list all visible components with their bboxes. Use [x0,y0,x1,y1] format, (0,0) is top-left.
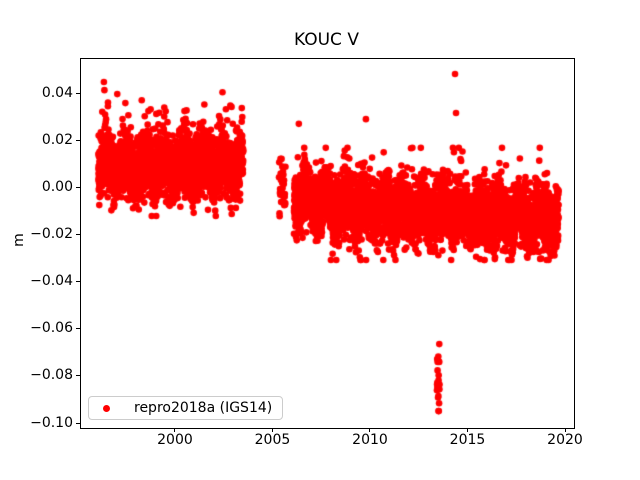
y-tick-label-−0.06: −0.06 [30,320,73,337]
y-tick-0.04 [76,93,80,95]
x-tick-label-2010: 2010 [352,432,388,448]
x-tick-2015 [466,428,468,432]
x-tick-label-2005: 2005 [254,432,291,448]
y-tick-−0.06 [76,328,80,330]
x-tick-label-2020: 2020 [547,432,583,448]
y-tick-label-0.00: 0.00 [41,179,73,196]
x-tick-2020 [564,428,566,432]
x-tick-label-2015: 2015 [449,432,486,448]
y-tick-label-0.02: 0.02 [41,132,73,149]
y-tick-label-0.04: 0.04 [41,85,73,102]
legend-marker-dot [103,404,110,412]
y-tick-label-−0.08: −0.08 [30,367,73,384]
x-tick-2010 [369,428,371,432]
x-tick-label-2000: 2000 [157,432,193,448]
y-tick-−0.08 [76,375,80,377]
y-tick-−0.10 [76,422,80,424]
y-tick-0.02 [76,140,80,142]
legend: repro2018a (IGS14) [88,396,283,420]
plot-area [80,58,575,429]
y-tick-label-−0.04: −0.04 [30,273,73,290]
x-tick-2000 [174,428,176,432]
y-tick-−0.04 [76,281,80,283]
scatter-canvas [81,59,574,428]
y-tick-label-−0.10: −0.10 [30,414,73,431]
y-tick-−0.02 [76,234,80,236]
chart-title: KOUC V [294,30,359,50]
legend-label: repro2018a (IGS14) [134,400,273,416]
y-tick-0.00 [76,187,80,189]
y-tick-label-−0.02: −0.02 [30,226,73,243]
x-tick-2005 [271,428,273,432]
